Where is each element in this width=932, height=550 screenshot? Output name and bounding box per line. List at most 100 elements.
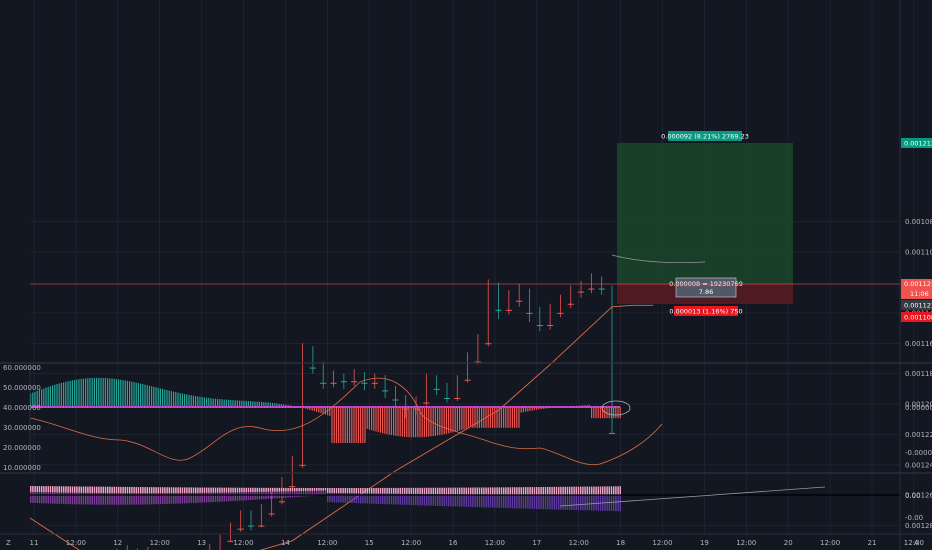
indicator2-bar	[498, 487, 500, 508]
indicator1-left-tick: 60.000000	[3, 364, 41, 372]
indicator1-bar	[338, 407, 340, 443]
indicator2-bar	[575, 486, 577, 511]
indicator1-bar	[252, 401, 254, 407]
indicator2-bar	[551, 486, 553, 510]
indicator2-bar-cap	[412, 487, 415, 494]
time-axis[interactable]: 11 12:00 12 12:00 13 12:00 14 12:00 15 12:00 16 12:…	[30, 539, 924, 547]
indicator2-bar	[531, 487, 533, 509]
indicator2-bar-cap	[30, 486, 32, 492]
indicator2-bar	[430, 487, 432, 506]
indicator2-bar	[487, 487, 489, 508]
indicator2-bar-cap	[239, 487, 241, 493]
time-tick-label: 11	[30, 539, 39, 547]
indicator2-bar-cap	[276, 487, 278, 492]
indicator1-bar	[126, 380, 128, 407]
indicator2-bar	[560, 486, 562, 510]
indicator1-bar	[153, 386, 155, 407]
indicator1-bar	[131, 381, 133, 407]
indicator1-bar	[461, 407, 463, 430]
indicator2-bar	[566, 486, 569, 510]
indicator2-bar	[243, 487, 245, 501]
candle	[227, 522, 234, 543]
candle	[147, 546, 149, 550]
indicator1-bar	[327, 407, 329, 416]
indicator2-bar-cap	[547, 486, 549, 495]
indicator1-bar	[212, 398, 214, 407]
indicator2-bar	[393, 487, 395, 505]
indicator2-bar	[595, 486, 597, 511]
candle-body	[340, 381, 347, 383]
indicator2-bar	[377, 487, 379, 504]
indicator1-bar	[47, 386, 49, 407]
indicator1-bar	[379, 407, 381, 433]
indicator2-bar-cap	[89, 486, 91, 493]
indicator2-bar	[124, 486, 126, 505]
indicator1-bar	[538, 407, 540, 410]
indicator2-bar	[617, 486, 619, 512]
indicator2-bar-cap	[538, 487, 540, 495]
center-label-box	[675, 277, 737, 298]
indicator2-bar	[536, 487, 538, 509]
indicator1-bar	[602, 407, 604, 419]
indicator2-bar	[503, 487, 505, 508]
indicator2-bar-cap	[32, 486, 34, 492]
time-tick-label: 12:00	[904, 539, 924, 547]
long-position-tool[interactable]: 0.000092 (8.21%) 2769.23 0.000013 (1.16%…	[617, 131, 793, 316]
indicator2-bar	[316, 487, 318, 496]
candle-body	[402, 408, 409, 410]
indicator-pane-1[interactable]: 60.000000 50.000000 40.000000 30.000000 20.0…	[3, 363, 932, 473]
indicator2-bar-cap	[511, 487, 514, 495]
indicator1-bar	[533, 407, 535, 411]
indicator2-bar-cap	[236, 487, 239, 493]
indicator2-bar-cap	[445, 487, 448, 495]
indicator1-bar	[516, 407, 518, 428]
indicator2-bar-cap	[375, 487, 377, 494]
indicator2-bar-cap	[65, 486, 67, 493]
indicator2-bar-cap	[71, 486, 74, 493]
indicator1-bar	[597, 407, 599, 419]
indicator2-bar-cap	[421, 487, 423, 494]
indicator2-bar-cap	[69, 486, 71, 493]
indicator1-histogram	[30, 377, 621, 443]
indicator2-bar	[604, 486, 606, 511]
indicator2-bar-cap	[254, 487, 256, 492]
time-tick-label: 18	[616, 539, 625, 547]
indicator2-bar	[129, 486, 131, 505]
indicator1-bar	[190, 395, 192, 407]
indicator2-bar	[166, 487, 168, 504]
indicator2-bar	[309, 487, 311, 497]
indicator-pane-2[interactable]: 0.00 -0.00	[30, 486, 923, 522]
indicator1-bar	[269, 402, 271, 407]
time-tick-label: 12:00	[569, 539, 589, 547]
indicator2-bar-cap	[439, 487, 441, 495]
indicator2-bar-cap	[569, 486, 571, 495]
indicator1-bar	[410, 407, 412, 438]
indicator2-bar-cap	[478, 487, 481, 495]
timezone-label[interactable]: Z	[6, 539, 11, 547]
indicator2-bar-cap	[452, 487, 454, 495]
candle-body	[526, 312, 533, 314]
indicator1-bar	[214, 398, 216, 407]
indicator2-bar	[272, 487, 274, 499]
indicator2-bar	[283, 487, 285, 498]
indicator2-bar-cap	[214, 487, 217, 493]
indicator2-bar-cap	[608, 486, 610, 495]
indicator2-bar-cap	[309, 487, 311, 491]
indicator1-left-tick: 20.000000	[3, 444, 41, 452]
indicator2-bar	[131, 486, 133, 505]
indicator1-bar	[34, 391, 36, 407]
indicator1-bar	[247, 401, 249, 407]
indicator2-bar-cap	[417, 487, 419, 494]
indicator2-bar-cap	[432, 487, 434, 495]
candle-body	[577, 291, 585, 293]
auto-scale-button[interactable]: A	[914, 539, 919, 547]
indicator2-bar	[511, 487, 514, 509]
indicator2-bar	[593, 486, 595, 511]
indicator1-bar	[129, 381, 131, 407]
candles	[106, 273, 616, 550]
indicator2-bar	[98, 486, 100, 505]
indicator1-bar	[45, 387, 47, 407]
indicator2-bar-cap	[503, 487, 505, 495]
indicator2-bar	[472, 487, 474, 508]
